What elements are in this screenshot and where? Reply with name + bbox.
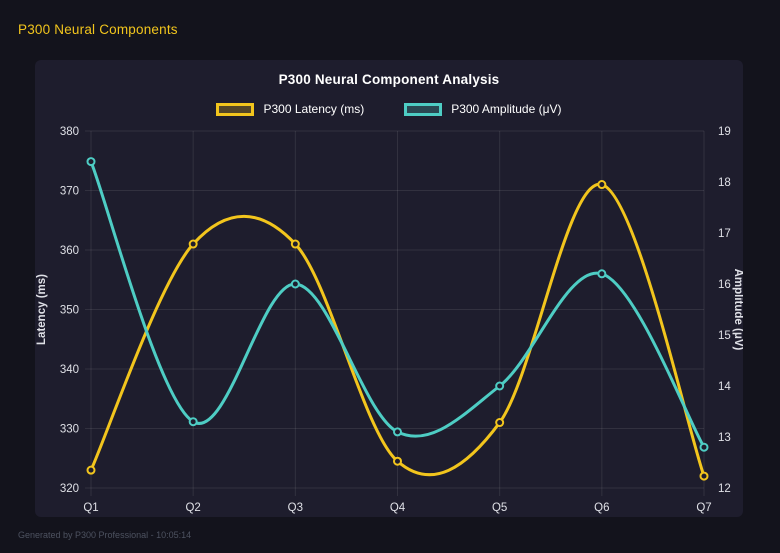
legend-item-latency[interactable]: P300 Latency (ms) xyxy=(216,102,364,116)
footer-note: Generated by P300 Professional - 10:05:1… xyxy=(18,530,192,540)
right-axis-tick-label: 14 xyxy=(718,381,731,393)
x-axis-tick-label: Q1 xyxy=(83,502,98,514)
x-axis-tick-label: Q2 xyxy=(185,502,200,514)
data-point-latency-Q7[interactable] xyxy=(699,471,709,481)
left-axis-tick-label: 370 xyxy=(60,186,79,198)
left-axis-tick-label: 360 xyxy=(60,245,79,257)
legend-label: P300 Amplitude (μV) xyxy=(451,102,562,116)
data-point-latency-Q5[interactable] xyxy=(495,418,505,428)
data-point-latency-Q3[interactable] xyxy=(290,239,300,249)
data-point-latency-Q1[interactable] xyxy=(86,465,96,475)
data-point-amplitude-Q6[interactable] xyxy=(597,269,607,279)
right-axis-tick-label: 15 xyxy=(718,330,731,342)
right-axis-tick-label: 13 xyxy=(718,432,731,444)
page-title: P300 Neural Components xyxy=(18,22,178,37)
x-axis-tick-label: Q3 xyxy=(288,502,303,514)
legend-swatch-icon xyxy=(404,102,443,116)
right-axis-title: Amplitude (μV) xyxy=(732,269,743,351)
legend-swatch-icon xyxy=(216,102,255,116)
right-axis-tick-label: 17 xyxy=(718,228,731,240)
left-axis-tick-label: 380 xyxy=(60,126,79,138)
x-axis-tick-label: Q4 xyxy=(390,502,406,514)
left-axis-title: Latency (ms) xyxy=(36,274,48,345)
x-axis-tick-label: Q6 xyxy=(594,502,609,514)
chart-title: P300 Neural Component Analysis xyxy=(278,72,500,87)
left-axis-tick-label: 330 xyxy=(60,424,79,436)
left-axis-tick-label: 350 xyxy=(60,305,79,317)
data-point-amplitude-Q7[interactable] xyxy=(699,442,709,452)
chart-panel: P300 Neural Component Analysis P300 Late… xyxy=(35,60,743,517)
right-axis-tick-label: 12 xyxy=(718,483,731,495)
legend-item-amplitude[interactable]: P300 Amplitude (μV) xyxy=(404,102,562,116)
x-axis-tick-label: Q7 xyxy=(696,502,711,514)
chart-legend: P300 Latency (ms) P300 Amplitude (μV) xyxy=(35,102,743,116)
data-point-latency-Q2[interactable] xyxy=(188,239,198,249)
right-axis-tick-label: 16 xyxy=(718,279,731,291)
left-axis-tick-label: 320 xyxy=(60,483,79,495)
data-point-latency-Q4[interactable] xyxy=(393,456,402,466)
data-point-amplitude-Q2[interactable] xyxy=(188,417,198,427)
data-point-amplitude-Q1[interactable] xyxy=(86,157,96,167)
chart-plot[interactable]: 380 370 360 350 340 330 320 19 18 17 16 15 14 13 12 Q1 Q… xyxy=(35,60,743,517)
right-axis-tick-label: 18 xyxy=(718,177,731,189)
data-point-amplitude-Q5[interactable] xyxy=(495,381,505,391)
data-point-latency-Q6[interactable] xyxy=(597,180,607,190)
data-point-amplitude-Q4[interactable] xyxy=(393,427,402,437)
right-axis-tick-label: 19 xyxy=(718,126,731,138)
legend-label: P300 Latency (ms) xyxy=(263,102,365,116)
left-axis-tick-label: 340 xyxy=(60,364,79,376)
x-axis-tick-label: Q5 xyxy=(492,502,507,514)
data-point-amplitude-Q3[interactable] xyxy=(290,279,300,289)
